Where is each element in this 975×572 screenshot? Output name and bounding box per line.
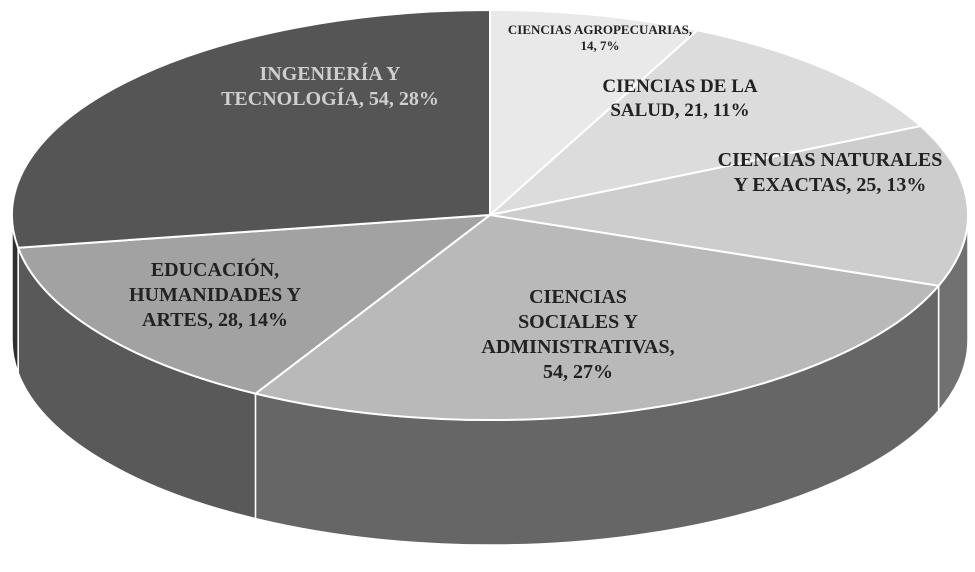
slice-label: CIENCIAS NATURALES Y EXACTAS, 25, 13% <box>717 149 943 196</box>
slice-label: CIENCIAS AGROPECUARIAS, 14, 7% <box>507 22 693 54</box>
slice-label: INGENIERÍA Y TECNOLOGÍA, 54, 28% <box>221 63 439 110</box>
pie-slice <box>486 29 923 217</box>
pie-slice <box>489 8 700 218</box>
slice-label: CIENCIAS SOCIALES Y ADMINISTRATIVAS, 54,… <box>481 286 675 383</box>
slice-label: EDUCACIÓN, HUMANIDADES Y ARTES, 28, 14% <box>128 259 302 331</box>
pie-slice <box>16 213 494 395</box>
slice-label: CIENCIAS DE LA SALUD, 21, 11% <box>602 76 758 121</box>
pie-slice <box>253 213 941 421</box>
pie-slice <box>489 124 969 287</box>
pie-slice <box>11 8 491 249</box>
